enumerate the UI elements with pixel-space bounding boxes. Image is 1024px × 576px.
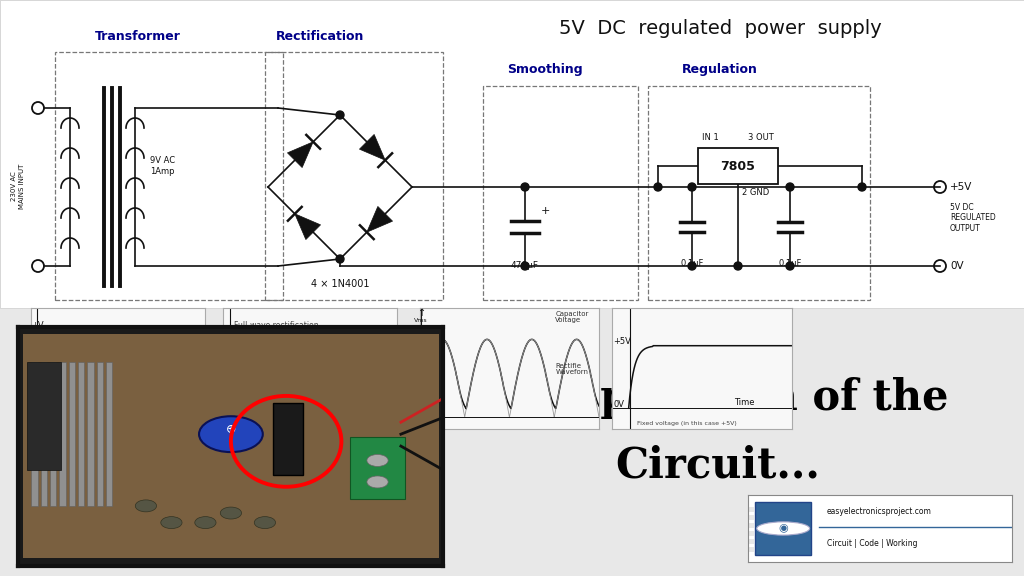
Text: Vms: Vms bbox=[414, 318, 428, 323]
Text: Circuit...: Circuit... bbox=[615, 445, 820, 487]
Bar bbox=[746, 547, 754, 552]
Circle shape bbox=[367, 476, 388, 488]
Text: t: t bbox=[421, 420, 424, 429]
Bar bbox=[31, 362, 38, 506]
Text: Transformer: Transformer bbox=[95, 29, 181, 43]
Polygon shape bbox=[288, 142, 313, 168]
Circle shape bbox=[521, 183, 529, 191]
Bar bbox=[55, 52, 283, 300]
Text: easyelectronicsproject.com: easyelectronicsproject.com bbox=[826, 507, 932, 517]
Text: 3 OUT: 3 OUT bbox=[749, 133, 774, 142]
Text: 5V DC
REGULATED
OUTPUT: 5V DC REGULATED OUTPUT bbox=[950, 203, 995, 233]
Bar bbox=[41, 362, 47, 506]
Text: +5V: +5V bbox=[950, 182, 973, 192]
Text: Full-wave rectification: Full-wave rectification bbox=[233, 320, 318, 329]
Text: 470μF: 470μF bbox=[511, 262, 539, 271]
Polygon shape bbox=[359, 134, 385, 160]
Circle shape bbox=[195, 517, 216, 529]
Text: ↑: ↑ bbox=[419, 308, 427, 318]
Text: 0.1μF: 0.1μF bbox=[778, 259, 802, 267]
Text: 7805: 7805 bbox=[721, 160, 756, 172]
Text: Time: Time bbox=[181, 361, 202, 369]
Circle shape bbox=[220, 507, 242, 519]
Text: Fixed voltage (in this case +5V): Fixed voltage (in this case +5V) bbox=[637, 421, 736, 426]
Circle shape bbox=[199, 416, 263, 452]
Circle shape bbox=[786, 183, 794, 191]
Circle shape bbox=[786, 262, 794, 270]
Circle shape bbox=[254, 517, 275, 529]
Bar bbox=[648, 86, 870, 300]
Text: +V: +V bbox=[32, 321, 44, 329]
Bar bbox=[483, 86, 638, 300]
Bar bbox=[59, 362, 66, 506]
Circle shape bbox=[336, 111, 344, 119]
Text: -V: -V bbox=[32, 414, 40, 423]
Text: 230V AC
MAINS INPUT: 230V AC MAINS INPUT bbox=[11, 164, 25, 209]
Circle shape bbox=[688, 183, 696, 191]
Bar bbox=[746, 515, 754, 520]
Text: 0.1μF: 0.1μF bbox=[680, 259, 703, 267]
Text: Circuit | Code | Working: Circuit | Code | Working bbox=[826, 539, 918, 548]
Text: 5V  DC  regulated  power  supply: 5V DC regulated power supply bbox=[559, 18, 882, 37]
Bar bbox=[78, 362, 84, 506]
Circle shape bbox=[688, 262, 696, 270]
Text: Operation of the: Operation of the bbox=[564, 377, 948, 419]
Text: +: + bbox=[224, 396, 233, 406]
Circle shape bbox=[757, 522, 810, 535]
Circle shape bbox=[734, 262, 742, 270]
Bar bbox=[87, 362, 93, 506]
Text: IN 1: IN 1 bbox=[702, 133, 719, 142]
Text: –: – bbox=[224, 413, 229, 423]
Bar bbox=[746, 523, 754, 528]
Circle shape bbox=[367, 454, 388, 467]
Polygon shape bbox=[367, 206, 392, 232]
Circle shape bbox=[161, 517, 182, 529]
Circle shape bbox=[521, 262, 529, 270]
Bar bbox=[105, 362, 113, 506]
Text: 4 × 1N4001: 4 × 1N4001 bbox=[310, 279, 370, 289]
Bar bbox=[746, 531, 754, 536]
Circle shape bbox=[858, 183, 866, 191]
Bar bbox=[50, 362, 56, 506]
Circle shape bbox=[336, 255, 344, 263]
Bar bbox=[698, 148, 778, 184]
Bar bbox=[69, 362, 75, 506]
Text: ⊕: ⊕ bbox=[225, 423, 237, 436]
Bar bbox=[273, 403, 303, 475]
Bar bbox=[265, 52, 443, 300]
Text: Regulation: Regulation bbox=[682, 63, 758, 77]
Bar bbox=[746, 507, 754, 512]
Text: ◉: ◉ bbox=[778, 524, 788, 533]
Bar bbox=[350, 437, 406, 499]
Circle shape bbox=[135, 500, 157, 512]
Text: +: + bbox=[541, 207, 550, 217]
Text: Smoothing: Smoothing bbox=[507, 63, 583, 77]
Text: +5V: +5V bbox=[613, 337, 631, 346]
Text: Rectification: Rectification bbox=[275, 29, 365, 43]
Text: 9V AC
1Amp: 9V AC 1Amp bbox=[150, 156, 175, 176]
Circle shape bbox=[654, 183, 662, 191]
Text: 2 GND: 2 GND bbox=[742, 188, 769, 197]
Bar bbox=[0, 0, 1024, 308]
Bar bbox=[27, 362, 61, 470]
Bar bbox=[756, 502, 811, 555]
Text: Rectifie
Waveforn: Rectifie Waveforn bbox=[555, 363, 589, 376]
Polygon shape bbox=[295, 214, 321, 240]
Text: 0V: 0V bbox=[613, 400, 625, 408]
Text: 0V: 0V bbox=[950, 261, 964, 271]
Bar bbox=[96, 362, 103, 506]
Text: 0V: 0V bbox=[32, 359, 42, 369]
Text: Time: Time bbox=[734, 398, 755, 407]
Bar bbox=[746, 539, 754, 544]
Text: Capacitor
Voltage: Capacitor Voltage bbox=[555, 310, 589, 323]
